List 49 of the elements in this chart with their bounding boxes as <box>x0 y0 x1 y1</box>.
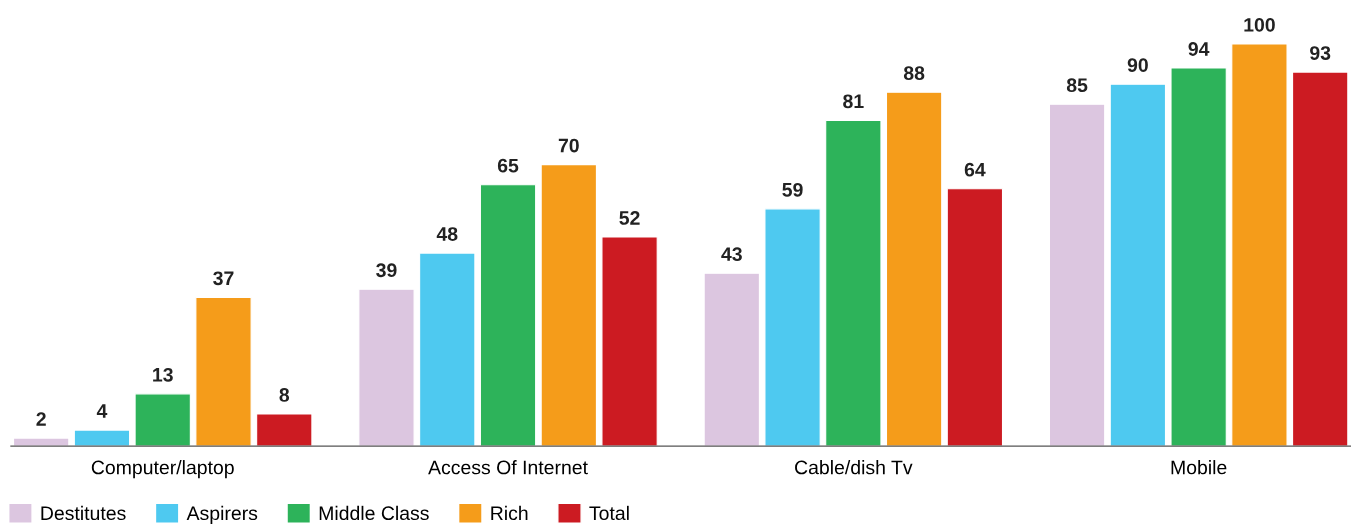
legend-label: Rich <box>491 505 528 521</box>
bar <box>256 413 313 447</box>
data-label: 13 <box>153 367 173 382</box>
data-label: 8 <box>279 388 290 402</box>
bar <box>703 272 760 447</box>
bar <box>195 296 252 447</box>
legend-label: Aspirers <box>186 505 258 524</box>
data-label: 48 <box>436 227 458 241</box>
x-tick-label: Computer/laptop <box>91 460 234 479</box>
data-label: 4 <box>96 404 108 418</box>
bar <box>1170 67 1227 447</box>
bar <box>419 252 476 447</box>
data-label: 70 <box>558 138 579 153</box>
data-label: 59 <box>782 182 803 197</box>
data-label: 90 <box>1127 58 1148 72</box>
bar <box>825 119 882 447</box>
legend-label: Middle Class <box>319 505 429 521</box>
bar <box>73 429 131 447</box>
bar <box>1109 83 1167 447</box>
bar <box>885 91 943 447</box>
bar <box>946 188 1004 447</box>
data-label: 64 <box>964 162 986 177</box>
data-label: 100 <box>1244 17 1275 32</box>
data-label: 2 <box>36 412 46 426</box>
bar <box>540 164 597 447</box>
data-label: 88 <box>903 66 925 81</box>
data-label: 43 <box>721 247 742 262</box>
data-label: 37 <box>213 271 234 286</box>
data-label: 39 <box>376 263 397 278</box>
legend-label: Total <box>589 505 629 521</box>
bar <box>479 184 537 447</box>
bar <box>134 393 191 447</box>
bar <box>1292 71 1349 447</box>
data-label: 52 <box>619 211 640 225</box>
x-tick-label: Mobile <box>1171 460 1227 475</box>
x-tick-label: Access Of Internet <box>428 460 588 475</box>
legend-label: Destitutes <box>41 505 126 521</box>
bar <box>358 288 415 447</box>
data-label: 93 <box>1310 46 1331 60</box>
data-label: 94 <box>1188 42 1210 56</box>
data-label: 81 <box>843 94 864 109</box>
x-tick-label: Cable/dish Tv <box>795 460 913 475</box>
bar <box>764 208 821 447</box>
data-label: 65 <box>497 158 519 173</box>
bar <box>1048 103 1106 447</box>
data-label: 85 <box>1066 78 1088 93</box>
bar <box>601 236 658 447</box>
bar <box>12 437 70 447</box>
bar <box>1231 43 1288 447</box>
